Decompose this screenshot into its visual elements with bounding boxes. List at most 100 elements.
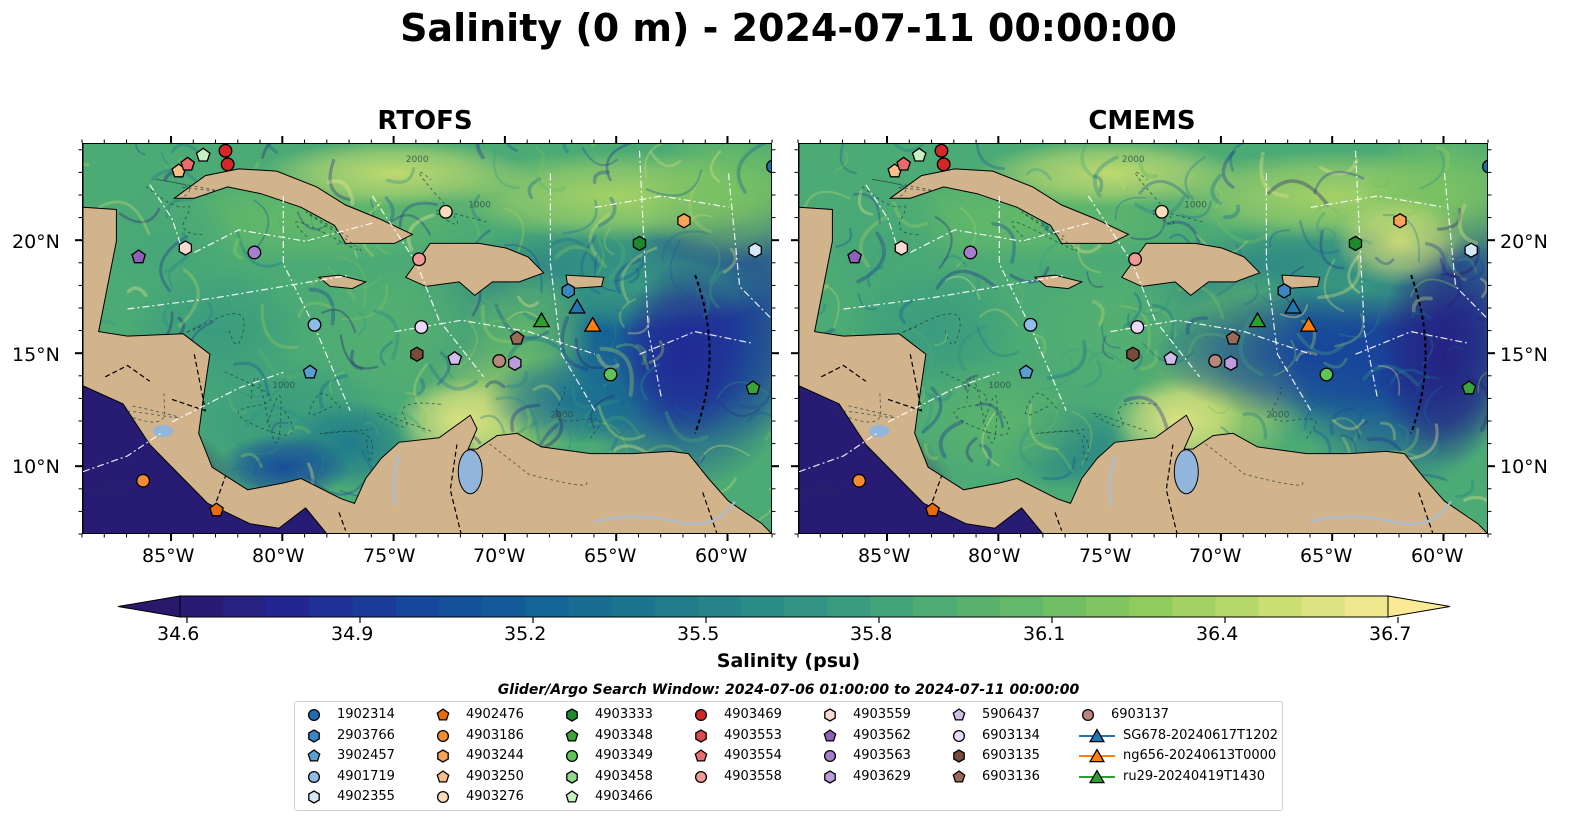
4903558-icon xyxy=(694,770,708,783)
colorbar-segment xyxy=(309,596,354,617)
glider-marker-sg678 xyxy=(568,298,587,314)
float-marker-1902314 xyxy=(766,159,771,174)
legend-label: 6903136 xyxy=(982,768,1040,784)
lon-label-left-85w: 85°W xyxy=(142,545,195,567)
float-marker-4903563 xyxy=(963,245,978,260)
6903136-icon xyxy=(952,769,966,783)
float-marker-3902457 xyxy=(1018,364,1034,379)
legend-label: 4903244 xyxy=(466,748,524,764)
colorbar-tick-1: 34.9 xyxy=(331,623,374,645)
lat-label-right-15n: 15°N xyxy=(1500,344,1548,366)
legend-label: 5906437 xyxy=(982,707,1040,722)
colorbar-segment xyxy=(180,596,224,617)
lon-label-left-70w: 70°W xyxy=(473,545,526,567)
float-marker-5906437 xyxy=(447,350,463,366)
legend-label: 4903276 xyxy=(466,789,524,805)
legend: 1902314 2903766 3902457 4901719 4902355 49024… xyxy=(294,701,1283,811)
map-cmems-svg: 1000 2000 2000 1000 xyxy=(799,144,1487,533)
float-marker-6903136 xyxy=(509,330,525,345)
legend-label: 4903553 xyxy=(724,727,782,743)
figure-title: Salinity (0 m) - 2024-07-11 00:00:00 xyxy=(400,6,1177,50)
float-marker-4902355 xyxy=(748,242,762,258)
colorbar-segment xyxy=(482,596,526,617)
svg-text:2000: 2000 xyxy=(1122,155,1145,165)
float-marker-4903559 xyxy=(894,240,909,256)
svg-text:2000: 2000 xyxy=(406,155,429,165)
colorbar-segment xyxy=(1172,596,1217,617)
legend-label: 4901719 xyxy=(337,768,395,784)
map-rtofs: 1000 2000 2000 1000 xyxy=(82,143,772,534)
legend-label: 6903134 xyxy=(982,727,1040,743)
float-marker-4901719 xyxy=(307,317,322,332)
svg-text:1000: 1000 xyxy=(988,381,1011,391)
colorbar-tick-6: 36.4 xyxy=(1196,623,1239,645)
legend-label: 4903186 xyxy=(466,727,524,743)
4903563-icon xyxy=(823,750,837,763)
4903554-icon xyxy=(694,749,708,762)
float-marker-6903136 xyxy=(1225,330,1241,345)
glider-marker-ng656 xyxy=(583,316,602,332)
colorbar-tick-7: 36.7 xyxy=(1369,623,1412,645)
float-marker-4902476 xyxy=(925,502,940,517)
lon-label-left-75w: 75°W xyxy=(363,545,416,567)
colorbar-segment xyxy=(697,596,742,617)
float-marker-4903348 xyxy=(745,380,761,395)
float-marker-4903562 xyxy=(847,249,863,264)
4903244-icon xyxy=(437,749,449,763)
float-marker-4903466 xyxy=(911,147,927,162)
4903348-icon xyxy=(565,728,579,742)
4903276-icon xyxy=(436,791,450,804)
legend-label: 6903137 xyxy=(1111,707,1169,722)
colorbar-tick-0: 34.6 xyxy=(157,623,200,645)
legend-label: 4903629 xyxy=(853,768,911,784)
colorbar-tick-5: 36.1 xyxy=(1023,623,1066,645)
ru29-20240419t1430-icon xyxy=(1088,769,1106,784)
legend-label: 6903135 xyxy=(982,748,1040,764)
float-marker-4902476 xyxy=(209,502,224,517)
colorbar-segment xyxy=(1042,596,1087,617)
legend-label: 4903562 xyxy=(853,727,911,743)
2903766-icon xyxy=(308,728,320,743)
lon-label-right-60w: 60°W xyxy=(1411,545,1464,567)
float-marker-4903349 xyxy=(1319,367,1334,382)
4903250-icon xyxy=(436,769,450,783)
4903562-icon xyxy=(823,728,837,742)
float-marker-4903466 xyxy=(195,147,211,162)
colorbar-segment xyxy=(870,596,915,617)
colorbar-segment xyxy=(1258,596,1303,617)
4903458-icon xyxy=(566,770,578,784)
float-marker-6903137 xyxy=(1208,354,1223,368)
float-marker-4903244 xyxy=(677,213,691,229)
colorbar-segment xyxy=(568,596,613,617)
6903135-icon xyxy=(953,749,965,763)
legend-label: 4903554 xyxy=(724,748,782,764)
colorbar-segment xyxy=(395,596,440,617)
legend-label: 4903250 xyxy=(466,768,524,784)
6903134-icon xyxy=(952,729,966,742)
lon-label-right-80w: 80°W xyxy=(968,545,1021,567)
glider-marker-ru29 xyxy=(532,311,551,328)
float-marker-4903186 xyxy=(136,473,151,488)
lon-label-right-85w: 85°W xyxy=(858,545,911,567)
4903333-icon xyxy=(566,708,578,722)
colorbar-segment xyxy=(784,596,828,617)
lon-label-right-75w: 75°W xyxy=(1079,545,1132,567)
legend-label: 2903766 xyxy=(337,727,395,743)
float-marker-4903469 xyxy=(218,144,233,158)
colorbar-segment xyxy=(1129,596,1173,617)
lat-label-right-10n: 10°N xyxy=(1500,456,1548,478)
float-marker-4903348 xyxy=(1461,380,1477,395)
float-marker-4903333 xyxy=(1348,235,1363,252)
colorbar-segment xyxy=(827,596,871,617)
4903559-icon xyxy=(824,708,836,722)
4903186-icon xyxy=(436,729,450,742)
svg-text:2000: 2000 xyxy=(1266,410,1289,420)
5906437-icon xyxy=(952,708,966,721)
4903469-icon xyxy=(694,708,708,722)
colorbar-segment xyxy=(654,596,699,617)
lat-label-left-10n: 10°N xyxy=(12,456,60,478)
float-marker-4903186 xyxy=(852,473,867,488)
lat-label-left-20n: 20°N xyxy=(12,231,60,253)
float-marker-4903629 xyxy=(508,355,522,371)
lat-label-right-20n: 20°N xyxy=(1500,231,1548,253)
